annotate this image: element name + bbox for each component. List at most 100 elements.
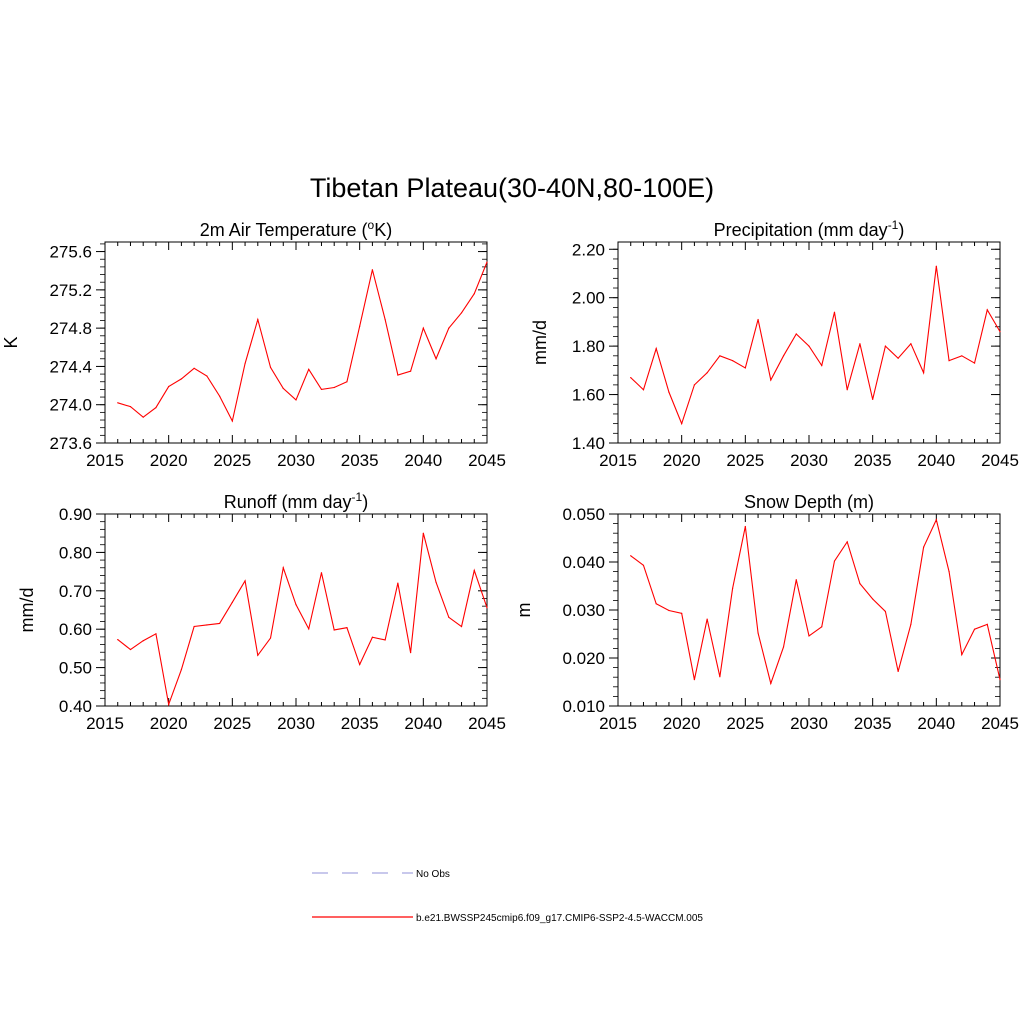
data-point <box>821 626 823 628</box>
data-point <box>129 406 132 408</box>
x-tick-label: 2025 <box>726 714 764 733</box>
data-point <box>257 318 259 321</box>
data-point <box>630 377 632 379</box>
x-tick-label: 2045 <box>981 714 1019 733</box>
data-point <box>397 582 399 584</box>
y-tick-label: 0.020 <box>562 649 605 668</box>
y-tick-label: 0.050 <box>562 505 605 524</box>
data-point <box>231 420 233 422</box>
data-point <box>333 386 335 389</box>
data-point <box>706 372 708 374</box>
data-point <box>231 601 233 603</box>
data-point <box>935 519 937 521</box>
data-point <box>859 343 861 345</box>
data-point <box>308 628 310 630</box>
series-line <box>117 261 488 423</box>
data-point <box>948 360 950 362</box>
panel-title-end: ) <box>898 220 904 240</box>
data-point <box>320 388 323 390</box>
data-point <box>795 579 797 581</box>
y-tick-label: 0.60 <box>59 620 92 639</box>
plot-frame <box>617 241 1001 444</box>
panel-2: 2015 2020 2025 2030 2035 2040 2045 1.40 1.60 1.80… <box>530 218 1019 470</box>
x-tick-label: 2015 <box>86 451 124 470</box>
x-tick-label: 2045 <box>468 451 506 470</box>
data-point <box>180 378 182 380</box>
panel-title-end: K) <box>374 220 392 240</box>
data-point <box>142 640 144 642</box>
x-tick-label: 2025 <box>726 451 764 470</box>
y-tick-label: 0.040 <box>562 553 605 572</box>
y-tick-label: 0.50 <box>59 659 92 678</box>
data-point <box>193 367 195 369</box>
data-point <box>448 616 450 618</box>
panel-1: 2015 2020 2025 2030 2035 2040 2045 273.6 274.0 27… <box>1 218 506 470</box>
y-tick-label: 275.6 <box>49 243 92 262</box>
data-point <box>999 331 1001 333</box>
x-tick-label: 2015 <box>599 451 637 470</box>
panel-title-end: ) <box>362 492 368 512</box>
x-tick-label: 2035 <box>341 714 379 733</box>
panel-3: 2015 2020 2025 2030 2035 2040 2045 0.40 0.50 0.60… <box>17 490 506 733</box>
data-point <box>422 532 424 534</box>
data-point <box>282 387 284 390</box>
panel-title: Precipitation (mm day-1) <box>714 218 905 240</box>
data-point <box>770 682 772 685</box>
plot-frame <box>104 513 488 707</box>
data-point <box>460 625 463 628</box>
data-point <box>808 345 810 347</box>
data-point <box>897 357 899 359</box>
panel-title-superscript: -1 <box>888 218 899 232</box>
data-point <box>846 541 848 543</box>
y-tick-label: 273.6 <box>49 434 92 453</box>
data-point <box>642 389 645 391</box>
data-point <box>642 564 645 566</box>
data-point <box>486 261 488 263</box>
data-point <box>655 603 657 605</box>
data-point <box>410 652 412 654</box>
y-tick-label: 1.80 <box>572 337 605 356</box>
data-point <box>923 546 925 548</box>
data-point <box>346 627 348 629</box>
data-point <box>782 355 785 357</box>
series-line <box>630 518 1001 686</box>
legend: No Obs b.e21.BWSSP245cmip6.f09_g17.CMIP6-… <box>312 869 703 924</box>
y-tick-label: 274.8 <box>49 319 92 338</box>
data-point <box>897 670 899 673</box>
data-point <box>448 327 450 329</box>
data-point <box>359 325 361 327</box>
data-point <box>410 370 412 372</box>
data-point <box>473 569 475 572</box>
data-point <box>744 525 746 528</box>
series-line <box>630 266 1001 426</box>
data-point <box>117 402 119 404</box>
data-point <box>732 360 734 362</box>
data-point <box>910 623 912 626</box>
data-point <box>744 367 746 369</box>
x-tick-label: 2025 <box>213 451 251 470</box>
x-tick-label: 2020 <box>663 451 701 470</box>
panel-title-text: Precipitation (mm day <box>714 220 888 240</box>
data-point <box>384 639 386 641</box>
panel-title: Snow Depth (m) <box>744 492 874 512</box>
data-point <box>770 379 772 381</box>
data-point <box>359 663 361 666</box>
y-tick-label: 0.40 <box>59 697 92 716</box>
data-point <box>961 654 963 656</box>
x-tick-label: 2030 <box>277 451 315 470</box>
y-tick-label: 0.90 <box>59 505 92 524</box>
data-point <box>219 622 221 625</box>
x-tick-label: 2020 <box>150 714 188 733</box>
data-point <box>846 389 848 391</box>
data-point <box>757 318 759 321</box>
data-point <box>757 632 759 634</box>
data-point <box>206 375 208 377</box>
data-point <box>681 612 683 614</box>
data-point <box>473 293 475 295</box>
data-point <box>219 395 221 397</box>
x-tick-label: 2040 <box>404 714 442 733</box>
data-point <box>142 416 144 418</box>
y-axis-label: m <box>514 603 534 618</box>
panel-title-text: Snow Depth (m) <box>744 492 874 512</box>
data-point <box>935 265 937 267</box>
